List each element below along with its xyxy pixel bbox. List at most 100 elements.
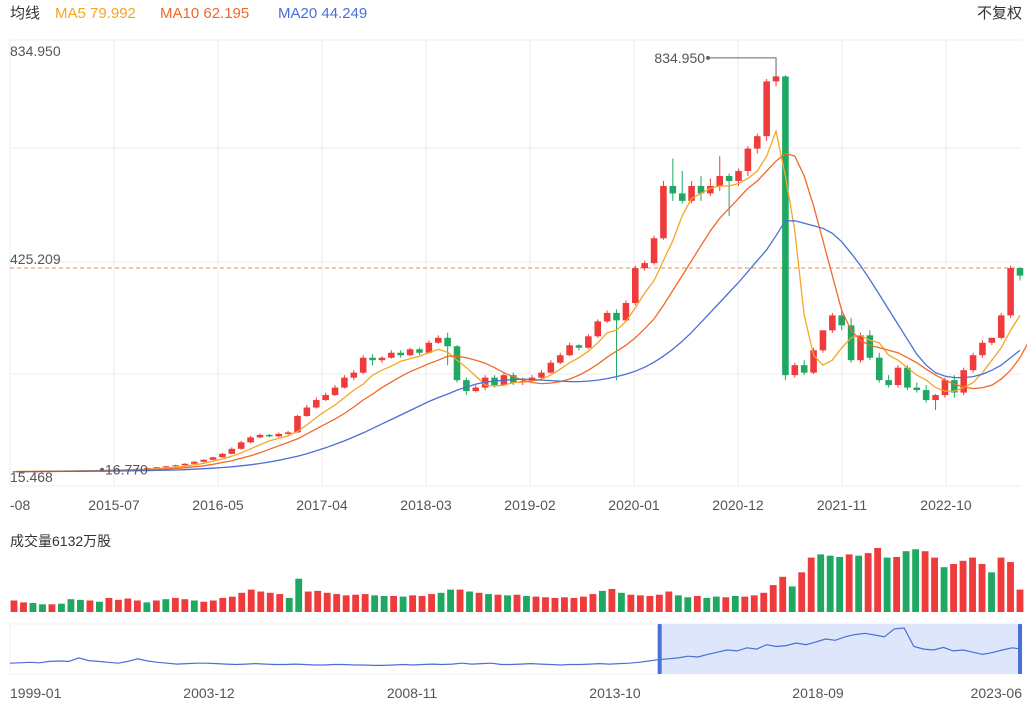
volume-label: 成交量6132万股 (10, 533, 111, 549)
volume-bars (10, 548, 1024, 612)
candle-body-82 (782, 76, 789, 376)
candle-104 (988, 337, 996, 346)
volume-bar-65 (627, 594, 635, 612)
candle-body-30 (294, 415, 301, 433)
volume-bar-30 (295, 578, 303, 612)
x-axis-ticks: -08 2015-07 2016-05 2017-04 2018-03 2019-02 20… (10, 497, 972, 513)
volume-bar-94 (902, 551, 910, 612)
x-tick-6: 2020-01 (608, 497, 660, 513)
candle-74 (707, 178, 714, 196)
candle-78 (744, 146, 752, 176)
candle-body-93 (885, 380, 892, 386)
volume-bar-66 (636, 595, 644, 612)
candle-body-42 (406, 349, 414, 356)
candle-body-17 (172, 465, 179, 467)
candle-body-88 (838, 315, 846, 326)
candle-80 (763, 78, 770, 142)
candle-body-95 (904, 367, 911, 388)
candle-26 (256, 433, 264, 439)
volume-bar-8 (86, 600, 94, 612)
annotations: 834.950 16.770 (100, 50, 777, 478)
volume-bar-98 (940, 567, 948, 612)
candle-73 (697, 175, 705, 201)
candle-79 (753, 133, 761, 154)
candle-body-63 (603, 312, 611, 322)
candle-62 (594, 319, 602, 338)
candle-body-45 (434, 337, 442, 343)
candle-20 (200, 459, 207, 463)
candle-body-28 (275, 433, 283, 437)
candle-69 (660, 180, 667, 240)
volume-bar-84 (807, 557, 815, 612)
volume-bar-31 (304, 591, 312, 612)
candle-body-102 (969, 355, 977, 371)
volume-bar-64 (617, 592, 625, 612)
price-max-label: 834.950 (10, 43, 61, 59)
ma10-label: MA10 62.195 (160, 5, 249, 22)
candle-58 (556, 352, 564, 365)
candle-body-74 (707, 185, 714, 194)
candle-body-83 (791, 365, 799, 376)
adjust-toggle[interactable]: 不复权 (977, 4, 1022, 22)
candle-body-77 (735, 171, 742, 181)
volume-bar-16 (162, 599, 170, 612)
candle-body-90 (857, 335, 864, 361)
volume-bar-45 (437, 592, 445, 612)
candle-body-85 (810, 350, 817, 373)
candle-body-103 (979, 342, 986, 356)
volume-bar-46 (447, 589, 454, 612)
volume-bar-52 (504, 595, 511, 612)
candle-body-84 (800, 365, 808, 373)
candle-40 (388, 350, 395, 359)
range-navigator[interactable] (9, 623, 1023, 675)
candle-87 (829, 312, 836, 333)
candle-28 (275, 432, 283, 438)
moving-averages (15, 128, 1027, 473)
volume-bar-85 (817, 554, 825, 612)
volume-bar-41 (399, 596, 407, 612)
volume-bar-83 (798, 572, 806, 612)
volume-bar-13 (133, 600, 141, 612)
candle-body-36 (350, 372, 358, 378)
volume-bar-49 (475, 592, 483, 612)
max-leader-line (708, 57, 777, 78)
candle-90 (857, 332, 864, 363)
volume-bar-0 (10, 600, 18, 612)
min-price-annotation: 16.770 (105, 462, 148, 478)
volume-bar-7 (77, 599, 84, 612)
volume-bar-105 (1007, 562, 1014, 612)
volume-bar-47 (456, 589, 464, 612)
candle-32 (312, 397, 320, 409)
volume-bar-58 (561, 597, 568, 612)
volume-bar-99 (950, 564, 957, 612)
volume-bar-54 (523, 596, 530, 612)
candle-21 (209, 456, 217, 461)
candle-body-26 (256, 434, 264, 438)
volume-bar-18 (181, 599, 189, 612)
volume-bar-100 (959, 560, 967, 612)
volume-bar-27 (266, 592, 274, 612)
candle-body-89 (847, 325, 855, 361)
x-tick-7: 2020-12 (712, 497, 764, 513)
volume-bar-6 (67, 599, 75, 612)
candle-body-38 (369, 357, 376, 361)
candle-25 (247, 435, 254, 444)
ma-title: 均线 (10, 5, 40, 22)
candle-93 (885, 375, 892, 388)
volume-bar-86 (826, 555, 834, 612)
candle-98 (932, 394, 939, 410)
candle-body-105 (997, 315, 1005, 338)
candle-76 (725, 173, 733, 216)
volume-bar-33 (323, 592, 331, 612)
candle-85 (810, 347, 817, 375)
candle-94 (894, 365, 902, 388)
candle-body-81 (772, 76, 780, 82)
candle-86 (819, 330, 827, 353)
candle-body-64 (613, 312, 620, 321)
candle-body-40 (388, 352, 395, 358)
candle-body-47 (453, 346, 461, 381)
candle-103 (979, 340, 986, 358)
ma10-line (15, 152, 1027, 473)
volume-bar-89 (855, 555, 863, 612)
